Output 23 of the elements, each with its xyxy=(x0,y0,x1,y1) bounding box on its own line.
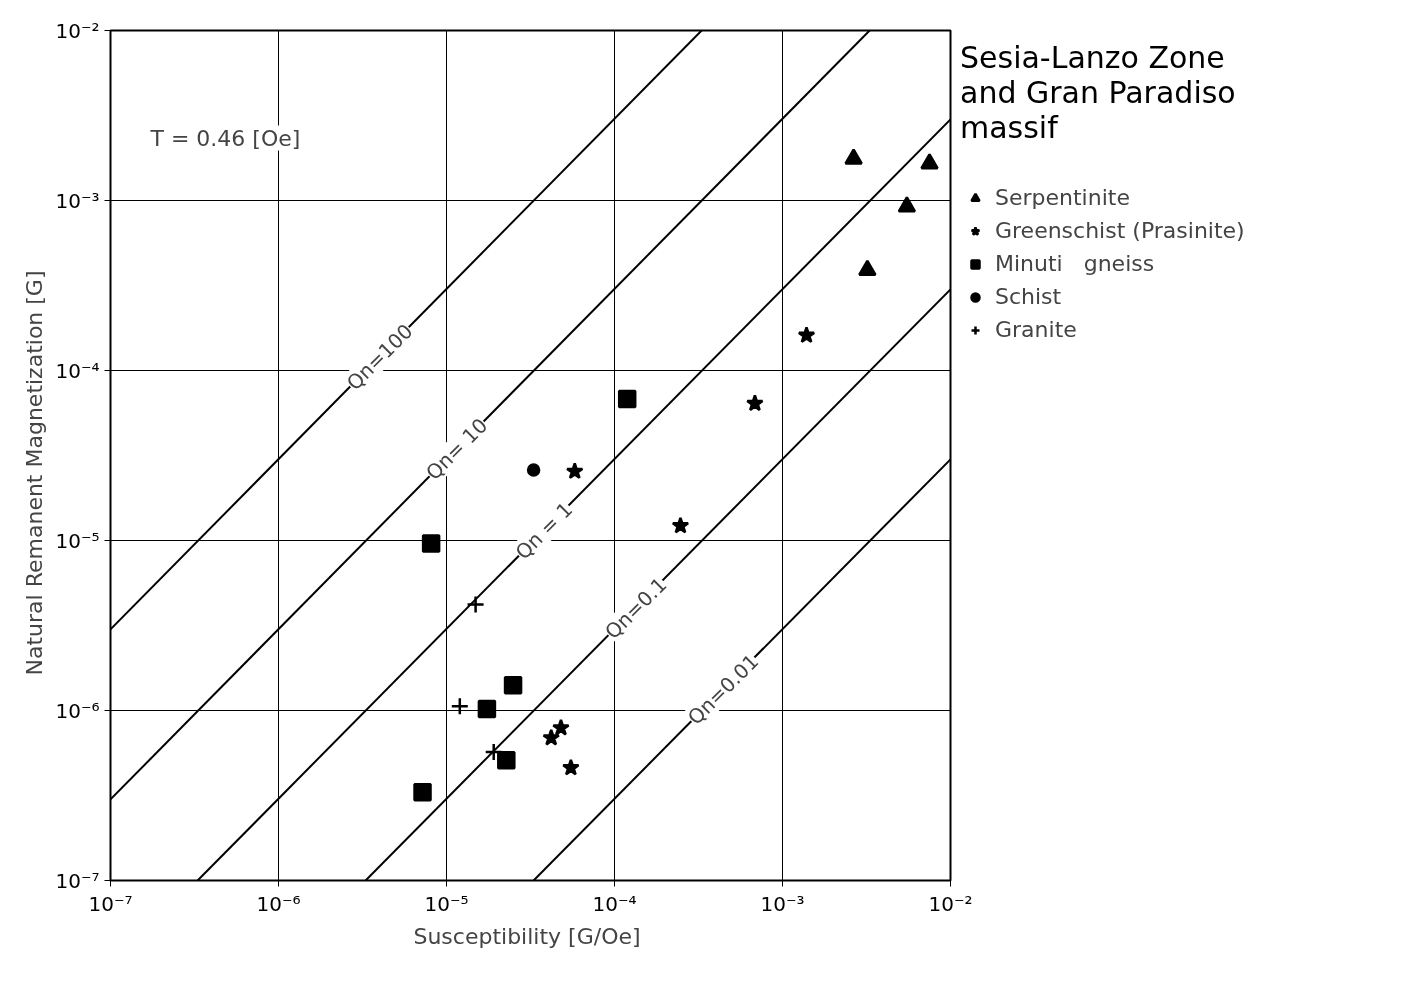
x-tick-label: 10⁻⁴ xyxy=(592,891,637,916)
legend-label: Greenschist (Prasinite) xyxy=(995,218,1245,243)
x-tick-label: 10⁻⁷ xyxy=(88,891,133,916)
legend-label: Minuti gneiss xyxy=(995,251,1155,276)
y-tick-label: 10⁻⁶ xyxy=(55,698,100,723)
x-tick-label: 10⁻² xyxy=(928,891,973,916)
annotation: T = 0.46 [Oe] xyxy=(149,125,301,151)
y-tick-label: 10⁻² xyxy=(55,18,100,43)
y-axis-title: Natural Remanent Magnetization [G] xyxy=(22,270,48,676)
y-tick-label: 10⁻³ xyxy=(55,188,100,213)
x-tick-label: 10⁻⁶ xyxy=(256,891,301,916)
y-tick-label: 10⁻⁷ xyxy=(55,868,100,893)
legend-label: Serpentinite xyxy=(995,185,1130,210)
legend-label: Granite xyxy=(995,317,1077,342)
text: Sesia-Lanzo Zone and Gran Paradiso massif xyxy=(960,40,1237,145)
y-tick-label: 10⁻⁴ xyxy=(55,358,100,383)
legend-label: Schist xyxy=(995,284,1062,309)
annotation: Qn = 1 xyxy=(510,497,578,565)
x-tick-label: 10⁻³ xyxy=(760,891,805,916)
x-axis-title: Susceptibility [G/Oe] xyxy=(413,923,641,949)
annotation: Qn= 10 xyxy=(420,413,493,485)
x-tick-label: 10⁻⁵ xyxy=(424,891,469,916)
y-tick-label: 10⁻⁵ xyxy=(55,528,100,553)
